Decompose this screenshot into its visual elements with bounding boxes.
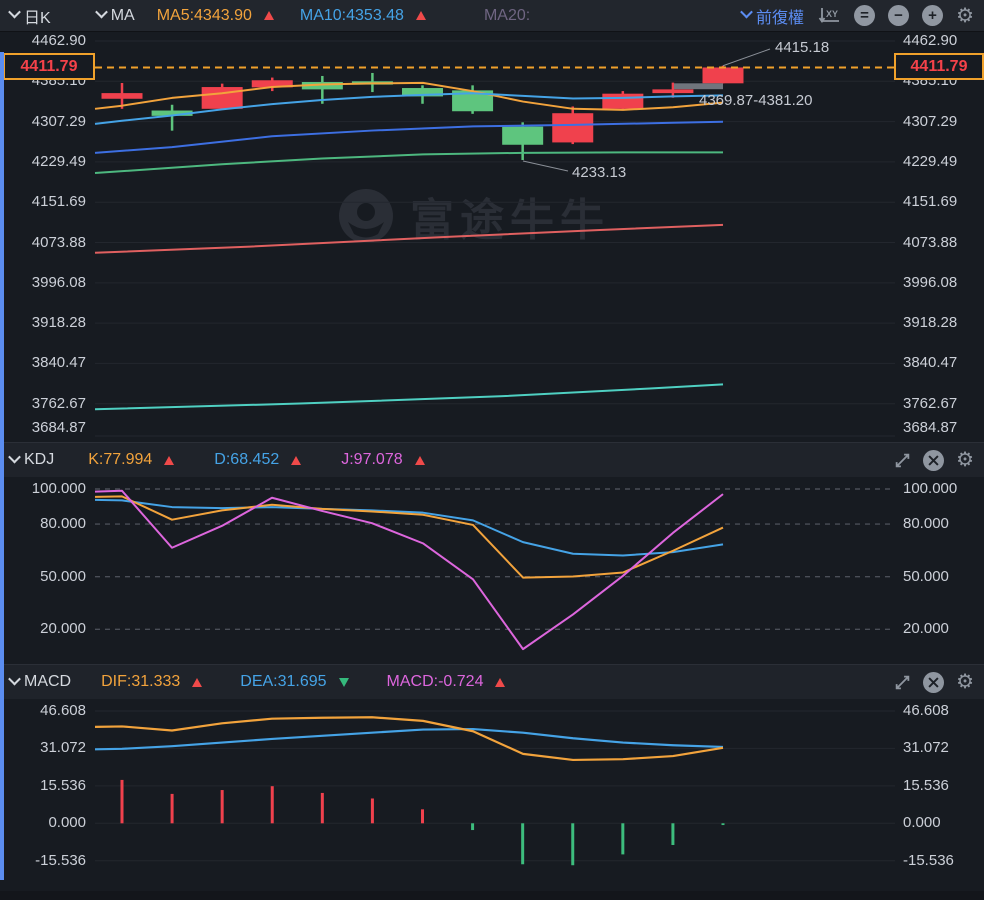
- macd-header: MACD DIF:31.333 DEA:31.695 MACD:-0.724 ⚙: [0, 664, 984, 699]
- axis-label: 4462.90: [31, 32, 86, 49]
- axis-label: 3918.28: [31, 314, 86, 332]
- up-triangle-icon: [414, 455, 425, 465]
- axis-label: 46.608: [903, 701, 949, 719]
- annotation-high: 4415.18: [775, 39, 830, 56]
- axis-label: -15.536: [35, 851, 86, 869]
- up-triangle-icon: [164, 455, 175, 465]
- axis-label: 15.536: [40, 776, 86, 794]
- axis-label: 3996.08: [31, 273, 86, 291]
- gear-icon[interactable]: ⚙: [956, 671, 974, 693]
- axis-label: 3918.28: [903, 314, 958, 332]
- axis-label: 3684.87: [903, 419, 958, 436]
- axis-label: 100.000: [31, 480, 86, 497]
- axis-settings-icon[interactable]: XY: [817, 6, 841, 26]
- chevron-down-icon: [8, 672, 21, 685]
- axis-label: 15.536: [903, 776, 949, 794]
- chevron-down-icon: [740, 5, 753, 19]
- kdj-j-value: J:97.078: [341, 451, 425, 469]
- ma10-value: MA10:4353.48: [300, 7, 426, 25]
- axis-label: 3840.47: [31, 354, 86, 372]
- axis-label: 4462.90: [903, 32, 958, 49]
- axis-label: 3762.67: [903, 394, 958, 412]
- axis-label: 3762.67: [31, 394, 86, 412]
- axis-label: 4307.29: [31, 112, 86, 130]
- period-selector[interactable]: 日K: [8, 4, 51, 28]
- kdj-header: KDJ K:77.994 D:68.452 J:97.078 ⚙: [0, 442, 984, 477]
- macd-macd-value: MACD:-0.724: [387, 673, 506, 691]
- chevron-down-icon: [94, 5, 108, 19]
- chevron-down-icon: [8, 5, 21, 19]
- close-icon[interactable]: [923, 671, 945, 693]
- expand-icon[interactable]: [894, 452, 911, 469]
- current-price-tag-right: 4411.79: [894, 53, 984, 80]
- ma-label: MA: [110, 6, 135, 24]
- ma-selector[interactable]: MA: [94, 5, 135, 25]
- expand-icon[interactable]: [894, 674, 911, 691]
- axis-label: 50.000: [40, 567, 86, 585]
- axis-label: 31.072: [40, 739, 86, 757]
- macd-title: MACD: [24, 673, 72, 690]
- kdj-title: KDJ: [24, 451, 55, 468]
- axis-label: 4229.49: [903, 152, 958, 170]
- chevron-down-icon: [8, 450, 21, 463]
- axis-label: 80.000: [40, 515, 86, 533]
- up-triangle-icon: [263, 11, 274, 20]
- period-label: 日K: [24, 9, 51, 27]
- axis-label: 3840.47: [903, 354, 958, 372]
- window-bottom-edge: [0, 891, 984, 900]
- axis-label: 4151.69: [903, 193, 958, 211]
- gear-icon[interactable]: ⚙: [956, 4, 974, 27]
- axis-label: 50.000: [903, 567, 949, 585]
- axis-label: 0.000: [903, 814, 941, 832]
- zoom-in-icon[interactable]: +: [922, 5, 944, 26]
- ma5-value: MA5:4343.90: [157, 7, 274, 25]
- up-triangle-icon: [192, 677, 203, 687]
- axis-label: 20.000: [903, 620, 949, 638]
- adjust-mode-selector[interactable]: 前復權: [740, 4, 805, 28]
- zoom-out-icon[interactable]: −: [888, 5, 910, 26]
- macd-dea-value: DEA:31.695: [240, 673, 349, 691]
- axis-label: 4073.88: [31, 233, 86, 251]
- left-edge-accent: [0, 52, 4, 880]
- up-triangle-icon: [495, 677, 506, 687]
- svg-text:XY: XY: [826, 9, 838, 19]
- close-icon[interactable]: [923, 449, 945, 471]
- ma20-value: MA20:: [483, 6, 531, 24]
- macd-dif-value: DIF:31.333: [101, 673, 203, 691]
- axis-label: 4151.69: [31, 193, 86, 211]
- indicator-list-icon[interactable]: =: [854, 5, 876, 26]
- up-triangle-icon: [291, 455, 302, 465]
- kdj-d-value: D:68.452: [214, 451, 302, 469]
- axis-label: 80.000: [903, 515, 949, 533]
- axis-label: 46.608: [40, 701, 86, 719]
- axis-label: 4073.88: [903, 233, 958, 251]
- kdj-selector[interactable]: KDJ: [8, 450, 55, 469]
- axis-label: 0.000: [48, 814, 86, 832]
- axis-label: 100.000: [903, 480, 958, 497]
- adjust-label: 前復權: [756, 9, 805, 27]
- axis-label: 31.072: [903, 739, 949, 757]
- axis-label: -15.536: [903, 851, 954, 869]
- axis-label: 4307.29: [903, 112, 958, 130]
- axis-label: 3684.87: [31, 419, 86, 436]
- axis-label: 20.000: [40, 620, 86, 638]
- annotation-low: 4233.13: [572, 164, 627, 181]
- current-price-tag-left: 4411.79: [3, 53, 95, 80]
- main-toolbar: 日K MA MA5:4343.90 MA10:4353.48 MA20: 前復權…: [0, 0, 984, 32]
- down-triangle-icon: [338, 677, 349, 687]
- gear-icon[interactable]: ⚙: [956, 449, 974, 471]
- axis-label: 4229.49: [31, 152, 86, 170]
- kdj-k-value: K:77.994: [88, 451, 175, 469]
- macd-selector[interactable]: MACD: [8, 672, 72, 691]
- axis-label: 3996.08: [903, 273, 958, 291]
- up-triangle-icon: [415, 11, 426, 20]
- annotation-range: 4369.87-4381.20: [699, 92, 813, 109]
